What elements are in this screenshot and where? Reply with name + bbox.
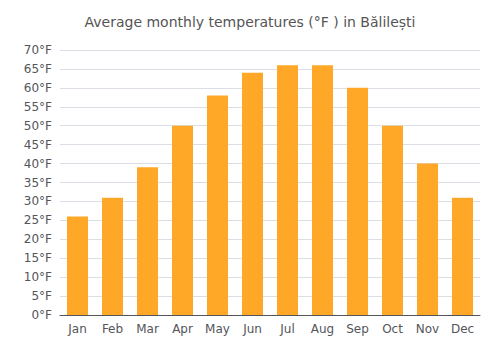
svg-text:70°F: 70°F — [24, 43, 52, 57]
svg-text:Oct: Oct — [382, 322, 403, 336]
svg-text:Sep: Sep — [346, 322, 369, 336]
svg-text:50°F: 50°F — [24, 119, 52, 133]
svg-text:Apr: Apr — [172, 322, 193, 336]
svg-text:Mar: Mar — [136, 322, 159, 336]
svg-text:15°F: 15°F — [24, 251, 52, 265]
svg-text:Dec: Dec — [451, 322, 474, 336]
svg-text:Jan: Jan — [67, 322, 87, 336]
svg-text:60°F: 60°F — [24, 81, 52, 95]
svg-text:45°F: 45°F — [24, 138, 52, 152]
svg-text:40°F: 40°F — [24, 157, 52, 171]
svg-text:Jun: Jun — [242, 322, 262, 336]
svg-text:10°F: 10°F — [24, 270, 52, 284]
svg-text:Aug: Aug — [311, 322, 334, 336]
svg-text:Feb: Feb — [102, 322, 123, 336]
svg-text:20°F: 20°F — [24, 232, 52, 246]
svg-text:65°F: 65°F — [24, 62, 52, 76]
svg-text:Nov: Nov — [416, 322, 439, 336]
svg-text:30°F: 30°F — [24, 194, 52, 208]
svg-text:55°F: 55°F — [24, 100, 52, 114]
svg-text:0°F: 0°F — [31, 308, 52, 322]
svg-text:Average monthly temperatures (: Average monthly temperatures (°F ) in Bă… — [85, 14, 416, 31]
svg-text:Jul: Jul — [279, 322, 294, 336]
svg-text:May: May — [205, 322, 230, 336]
svg-text:5°F: 5°F — [31, 289, 52, 303]
svg-text:35°F: 35°F — [24, 176, 52, 190]
svg-text:25°F: 25°F — [24, 213, 52, 227]
